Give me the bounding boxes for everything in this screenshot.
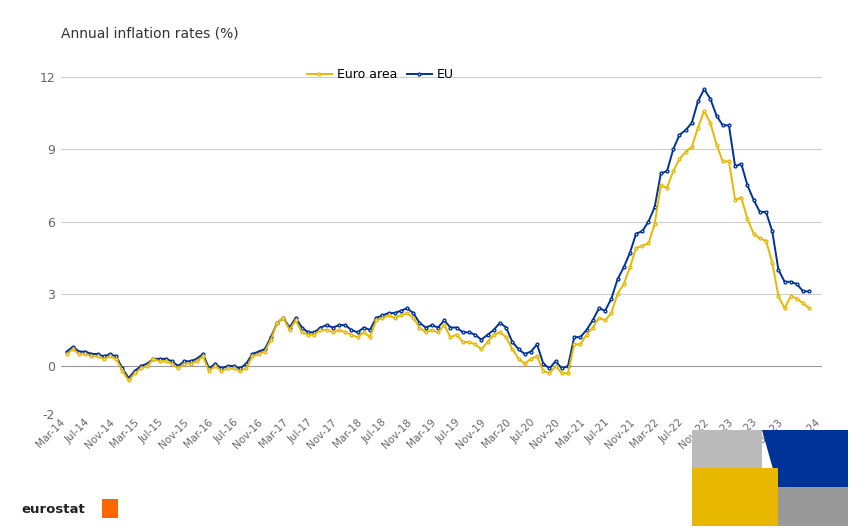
Polygon shape: [762, 430, 848, 487]
Legend: Euro area, EU: Euro area, EU: [302, 63, 459, 86]
Text: Annual inflation rates (%): Annual inflation rates (%): [61, 27, 238, 40]
Text: eurostat: eurostat: [22, 503, 86, 516]
Polygon shape: [778, 487, 848, 526]
Polygon shape: [692, 430, 762, 468]
Polygon shape: [692, 468, 778, 526]
